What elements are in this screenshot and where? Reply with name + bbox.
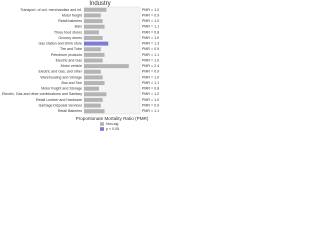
category-label: Gas station and Drink store (38, 42, 82, 46)
category-label: Tire and Tube (60, 47, 82, 51)
bar (84, 13, 101, 18)
bar (84, 52, 105, 57)
value-label: PMR = 1.0 (142, 75, 159, 79)
bar (84, 36, 103, 40)
value-label: PMR = 1.2 (142, 92, 159, 96)
bar (84, 58, 103, 63)
bar (84, 19, 103, 24)
value-label: PMR = 0.8 (142, 87, 159, 91)
value-label: PMR = 1.0 (142, 36, 159, 40)
bar (84, 75, 103, 80)
bar (84, 30, 99, 35)
value-label: PMR = 1.0 (142, 19, 159, 23)
legend-swatch (100, 122, 104, 126)
bar (84, 103, 101, 108)
value-label: PMR = 1.3 (142, 42, 159, 46)
category-label: Warehousing and Storage (40, 75, 82, 79)
category-label: Motor freight (62, 13, 82, 17)
value-label: PMR = 1.0 (142, 58, 159, 62)
category-label: Electric, Gas and other combinations and… (2, 92, 82, 96)
value-label: PMR = 0.9 (142, 47, 159, 51)
legend-label: p < 0.05 (106, 127, 119, 131)
bar (84, 69, 101, 74)
category-label: Garbage Disposal Services (38, 104, 82, 108)
value-label: PMR = 1.1 (142, 53, 159, 57)
value-label: PMR = 0.9 (142, 70, 159, 74)
bar (84, 41, 109, 46)
value-label: PMR = 1.2 (142, 8, 159, 12)
bar (84, 97, 103, 102)
category-label: Retail Bakeries (58, 109, 82, 113)
legend-swatch (100, 127, 104, 131)
value-label: PMR = 1.1 (142, 81, 159, 85)
value-label: PMR = 2.4 (142, 64, 159, 68)
bar (84, 64, 129, 69)
bar (84, 81, 105, 85)
x-axis-label: Proportionate Mortality Ratio (PMR) (76, 116, 149, 121)
category-label: Electric and Gas, and other (38, 70, 82, 74)
value-label: PMR = 0.9 (142, 13, 159, 17)
value-label: PMR = 0.8 (142, 30, 159, 34)
bar (84, 92, 107, 97)
category-label: Bus and Taxi (61, 81, 82, 85)
value-label: PMR = 0.9 (142, 104, 159, 108)
value-label: PMR = 1.0 (142, 98, 159, 102)
category-label: Petroleum products (51, 53, 82, 57)
chart-title: Industry (89, 1, 110, 7)
value-label: PMR = 1.1 (142, 109, 159, 113)
category-label: Electric and Gas (56, 58, 83, 62)
category-label: Retail bakeries (58, 19, 82, 23)
bar (84, 7, 107, 12)
legend-label: Non-sig (106, 122, 118, 126)
category-label: Grocery stores (58, 36, 82, 40)
category-label: Three food stores (54, 30, 82, 34)
bar (84, 109, 105, 114)
category-label: Transport. of ord. merchandise and inf. (20, 8, 82, 12)
category-label: Motor freight and Storage (41, 87, 82, 91)
value-label: PMR = 1.1 (142, 25, 159, 29)
bar (84, 24, 105, 29)
chart: Industry Proportionate Mortality Ratio (… (2, 1, 159, 131)
category-label: Bars (75, 25, 83, 29)
category-label: Motor vehicle (61, 64, 82, 68)
bar (84, 47, 101, 52)
category-label: Retail Lumber and Hardware (36, 98, 82, 102)
bar (84, 86, 99, 91)
